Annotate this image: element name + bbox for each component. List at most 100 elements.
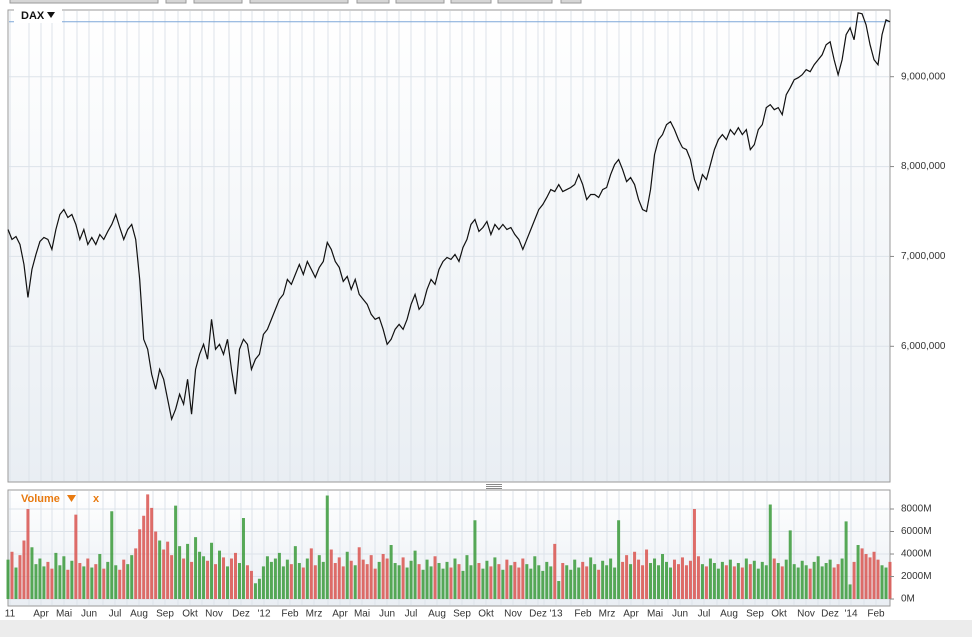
volume-bar [241,518,245,600]
volume-bar [265,556,269,600]
toolbar-button[interactable] [450,0,492,4]
volume-bar [565,565,569,600]
dropdown-arrow[interactable] [67,495,76,502]
volume-bar [676,564,680,600]
volume-bar [780,566,784,600]
volume-bar [6,559,10,600]
volume-bar [553,543,557,600]
x-tick-label: Okt [478,609,494,620]
volume-bar [649,563,653,600]
volume-bar [776,563,780,600]
y-tick-label: 4000M [901,549,932,560]
volume-bar [389,545,393,600]
volume-bar [848,584,852,600]
volume-bar [609,558,613,600]
volume-bar [704,566,708,600]
toolbar-button[interactable] [497,0,553,4]
volume-bar [174,505,178,600]
volume-bar [868,557,872,600]
volume-bar [317,555,321,600]
close-button[interactable]: x [93,493,100,505]
volume-bar [573,559,577,600]
volume-bar [732,566,736,600]
toolbar-button[interactable] [165,0,187,4]
toolbar-button[interactable] [560,0,582,4]
volume-bar [633,551,637,600]
volume-bar [182,558,186,600]
volume-bar [828,559,832,600]
volume-bar [808,568,812,600]
volume-bar [237,563,241,600]
x-tick-label: Dez [529,609,547,620]
volume-bar [74,514,78,600]
toolbar-button[interactable] [249,0,349,4]
x-tick-label: Nov [205,609,223,620]
volume-bar [577,567,581,600]
instrument-label[interactable]: DAX [21,10,45,22]
volume-bar [126,564,130,600]
toolbar-button[interactable] [193,0,243,4]
volume-bar [792,564,796,600]
volume-bar [134,548,138,600]
volume-bar [190,561,194,600]
volume-bar [680,557,684,600]
volume-bar [657,565,661,600]
volume-bar [740,567,744,600]
marks [6,12,892,600]
volume-bar [637,559,641,600]
volume-bar [820,566,824,600]
x-tick-label: Jun [379,609,395,620]
volume-bar [325,495,329,600]
volume-label[interactable]: Volume [21,493,60,505]
x-tick-label: Aug [428,609,446,620]
volume-bar [764,565,768,600]
volume-bar [489,566,493,600]
volume-bar [876,559,880,600]
volume-bar [198,551,202,600]
volume-bar [253,583,257,600]
volume-bar [22,540,26,600]
volume-bar [668,567,672,600]
volume-bar [645,549,649,600]
x-tick-label: Feb [281,609,299,620]
volume-bar [824,563,828,600]
volume-bar [345,551,349,600]
volume-bar [457,564,461,600]
price-line [7,12,891,422]
volume-bar [621,561,625,600]
volume-bar [812,561,816,600]
volume-bar [329,549,333,600]
volume-bar [744,558,748,600]
volume-bar [34,564,38,600]
splitter[interactable] [486,484,502,489]
volume-bar [437,563,441,600]
toolbar-button[interactable] [9,0,159,4]
volume-bar [517,567,521,600]
x-tick-label: Mai [354,609,370,620]
volume-bar [233,552,237,600]
volume-bar [397,565,401,600]
y-tick-label: 9,000,000 [901,71,946,82]
volume-bar [229,558,233,600]
volume-bar [138,529,142,600]
volume-bar [377,561,381,600]
volume-bar [708,558,712,600]
volume-bar [413,550,417,600]
volume-bar [94,564,98,600]
volume-bar [273,558,277,600]
volume-bar [772,558,776,600]
dropdown-arrow[interactable] [47,12,55,18]
volume-bar [269,561,273,600]
volume-bar [481,568,485,600]
volume-bar [309,548,313,600]
volume-bar [593,564,597,600]
toolbar-button[interactable] [356,0,390,4]
toolbar-button[interactable] [395,0,445,4]
y-tick-label: 2000M [901,571,932,582]
volume-bar [102,568,106,600]
volume-bar [218,550,222,600]
volume-bar [720,561,724,600]
volume-bar [696,556,700,600]
x-tick-label: Jun [81,609,97,620]
